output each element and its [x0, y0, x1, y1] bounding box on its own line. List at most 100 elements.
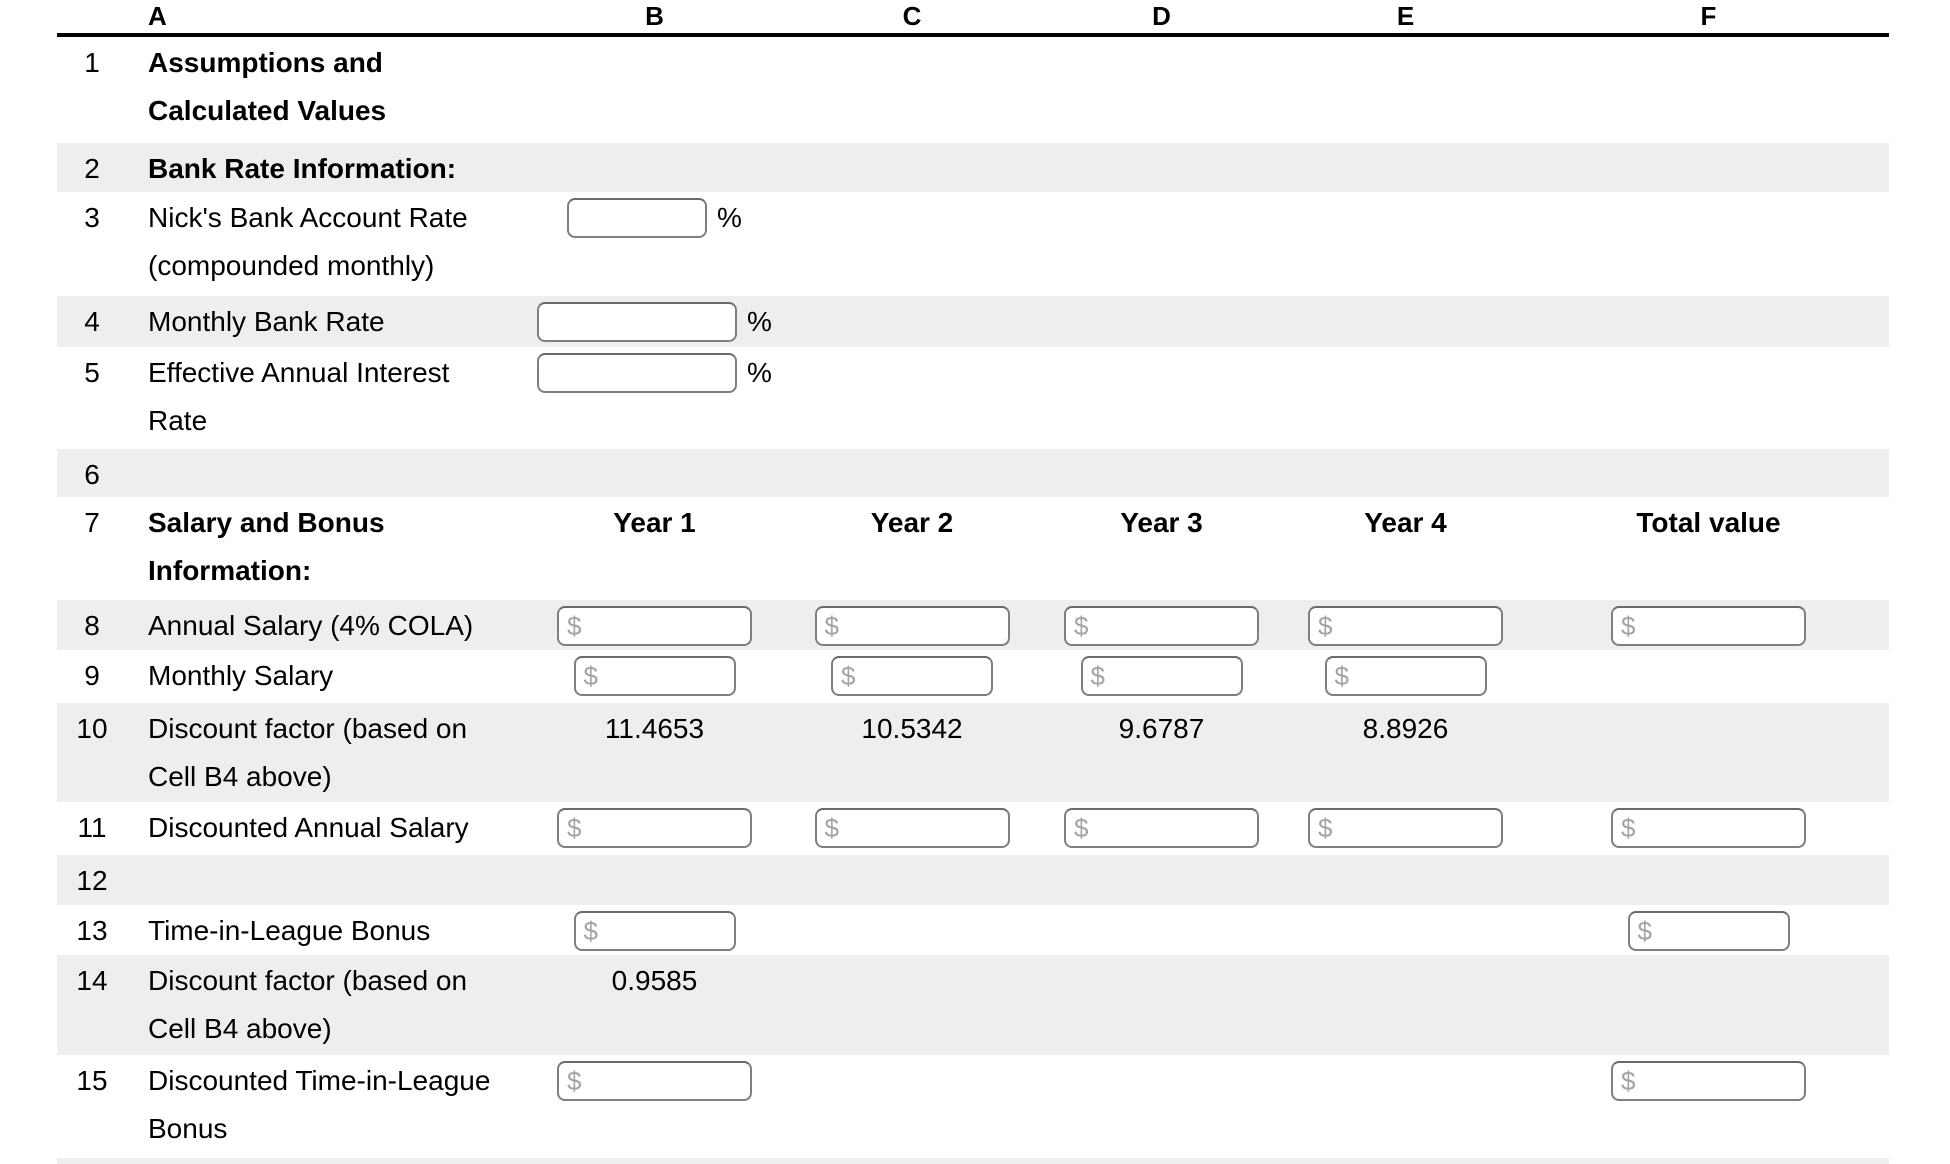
table-row: 3 Nick's Bank Account Rate (compounded mon… [57, 192, 1889, 296]
input-field[interactable] [1352, 660, 1477, 692]
column-letter-a: A [148, 1, 167, 31]
dollar-prefix: $ [583, 915, 598, 946]
row-label: Discounted Time-in-League Bonus [148, 1065, 491, 1144]
input-field[interactable] [1639, 1065, 1796, 1097]
money-input-B15[interactable]: $ [557, 1061, 752, 1101]
row-number: 14 [76, 965, 108, 996]
dollar-prefix: $ [1621, 1065, 1636, 1096]
cell-B15: $ [525, 1057, 784, 1105]
input-field[interactable] [547, 357, 728, 389]
input-field[interactable] [585, 812, 742, 844]
table-row: 9 Monthly Salary $ $ $ $ [57, 650, 1889, 703]
input-field[interactable] [585, 610, 742, 642]
input-field[interactable] [842, 610, 1000, 642]
table-row: 1 Assumptions and Calculated Values [57, 37, 1889, 143]
input-field[interactable] [842, 812, 1000, 844]
cell-B13: $ [525, 907, 784, 955]
row-label: Discount factor (based on Cell B4 above) [148, 965, 468, 1044]
money-input-B13[interactable]: $ [573, 911, 736, 951]
money-input-D9[interactable]: $ [1080, 656, 1243, 696]
year-column-header: Total value [1636, 507, 1781, 538]
table-row: 11 Discounted Annual Salary $ $ $ $ $ [57, 802, 1889, 855]
input-field[interactable] [547, 306, 728, 338]
column-letter-d: D [1152, 1, 1171, 31]
row-label: Bank Rate Information: [148, 153, 457, 184]
dollar-prefix: $ [1621, 812, 1636, 843]
table-row: 6 [57, 449, 1889, 497]
table-row: 10 Discount factor (based on Cell B4 above… [57, 703, 1889, 802]
input-field[interactable] [601, 915, 726, 947]
table-row: 7 Salary and Bonus Information: Year 1 Year … [57, 497, 1889, 600]
dollar-prefix: $ [1318, 812, 1333, 843]
money-input-D11[interactable]: $ [1064, 808, 1259, 848]
money-input-F11[interactable]: $ [1611, 808, 1806, 848]
row-label: Effective Annual Interest Rate [148, 357, 450, 436]
dollar-prefix: $ [1334, 660, 1349, 691]
row-number: 10 [76, 713, 108, 744]
row-number: 8 [84, 610, 100, 641]
year-column-header: Year 3 [1120, 507, 1203, 538]
table-row: 12 [57, 855, 1889, 905]
money-input-D8[interactable]: $ [1064, 606, 1259, 646]
money-input-C9[interactable]: $ [831, 656, 993, 696]
row-number: 15 [76, 1065, 108, 1096]
money-input-F8[interactable]: $ [1611, 606, 1806, 646]
money-input-C8[interactable]: $ [814, 606, 1010, 646]
money-input-B9[interactable]: $ [573, 656, 736, 696]
money-input-E8[interactable]: $ [1308, 606, 1503, 646]
row-number: 3 [84, 202, 100, 233]
dollar-prefix: $ [567, 812, 582, 843]
row-number: 5 [84, 357, 100, 388]
column-letter-e: E [1396, 1, 1415, 31]
rate-input-B3[interactable] [567, 198, 708, 238]
input-field[interactable] [585, 1065, 742, 1097]
money-input-F13[interactable]: $ [1627, 911, 1790, 951]
row-label: Discount factor (based on Cell B4 above) [148, 713, 468, 792]
rate-input-B4[interactable] [537, 302, 738, 342]
money-input-B11[interactable]: $ [557, 808, 752, 848]
row-number: 4 [84, 306, 100, 337]
dollar-prefix: $ [1318, 610, 1333, 641]
money-input-F15[interactable]: $ [1611, 1061, 1806, 1101]
money-input-E9[interactable]: $ [1324, 656, 1487, 696]
input-field[interactable] [1655, 915, 1780, 947]
cell-B8: $ [525, 602, 784, 650]
discount-factor-value: 11.4653 [604, 713, 705, 744]
table-row: 13 Time-in-League Bonus $ $ [57, 905, 1889, 955]
cell-F15: $ [1528, 1057, 1889, 1105]
money-input-E11[interactable]: $ [1308, 808, 1503, 848]
money-input-B8[interactable]: $ [557, 606, 752, 646]
input-field[interactable] [1336, 812, 1493, 844]
column-letter-c: C [902, 1, 922, 31]
input-field[interactable] [577, 202, 698, 234]
input-field[interactable] [1639, 610, 1796, 642]
row-number: 13 [76, 915, 108, 946]
year-column-header: Year 1 [613, 507, 696, 538]
money-input-C11[interactable]: $ [814, 808, 1010, 848]
row-label: Monthly Bank Rate [148, 306, 385, 337]
row-number: 9 [84, 660, 100, 691]
input-field[interactable] [1092, 610, 1249, 642]
cell-F13: $ [1528, 907, 1889, 955]
cell-E10: 8.8926 [1283, 705, 1528, 753]
row-label: Assumptions and Calculated Values [148, 47, 387, 126]
discount-factor-value: 8.8926 [1362, 713, 1449, 744]
dollar-prefix: $ [1637, 915, 1652, 946]
rate-input-B5[interactable] [537, 353, 738, 393]
cell-B7: Year 1 [525, 499, 784, 547]
input-field[interactable] [1108, 660, 1233, 692]
row-number: 7 [84, 507, 100, 538]
column-letter-b: B [645, 1, 664, 31]
dollar-prefix: $ [1090, 660, 1105, 691]
discount-factor-value: 0.9585 [611, 965, 698, 996]
input-field[interactable] [1336, 610, 1493, 642]
input-field[interactable] [1092, 812, 1249, 844]
column-header-row: A B C D E F [57, 0, 1889, 37]
cell-B3: % [525, 194, 784, 242]
dollar-prefix: $ [824, 610, 839, 641]
discount-factor-value: 9.6787 [1118, 713, 1205, 744]
cell-C7: Year 2 [784, 499, 1040, 547]
input-field[interactable] [1639, 812, 1796, 844]
input-field[interactable] [601, 660, 726, 692]
input-field[interactable] [859, 660, 983, 692]
